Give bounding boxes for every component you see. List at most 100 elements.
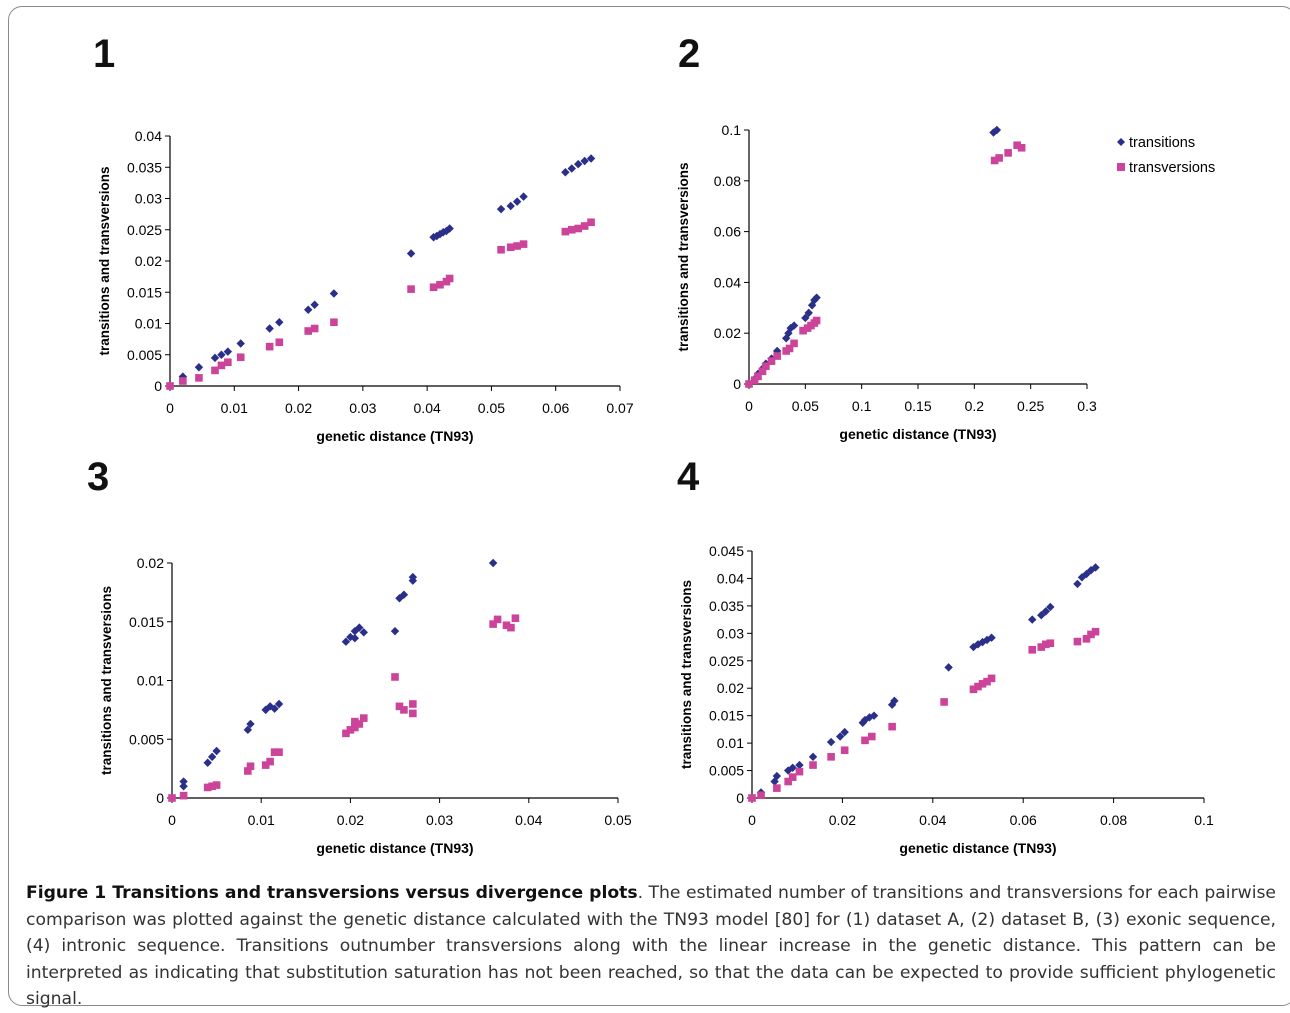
data-point-transversions bbox=[351, 717, 359, 726]
data-point-transversions bbox=[978, 680, 987, 688]
data-point-transversions bbox=[212, 781, 221, 789]
x-tick-label: 0.01 bbox=[221, 400, 248, 416]
data-point-transitions bbox=[1073, 579, 1082, 589]
chart-2: 0 0.02 0.04 0.06 0.08 0.1 0 0.05 0.1 0.15 0.2 0.25 0… bbox=[676, 122, 1215, 442]
data-point-transitions bbox=[561, 168, 570, 177]
data-point-transitions bbox=[512, 197, 522, 206]
data-point-transversions bbox=[436, 280, 444, 289]
data-point-transitions bbox=[178, 372, 188, 381]
data-point-transversions bbox=[429, 283, 438, 292]
data-point-transversions bbox=[867, 732, 876, 741]
legend-label-transitions: transitions bbox=[1129, 135, 1195, 151]
data-point-transversions bbox=[346, 726, 355, 734]
data-point-transitions bbox=[274, 699, 284, 709]
data-point-transversions bbox=[799, 326, 807, 335]
data-point-transversions bbox=[940, 698, 948, 706]
x-tick-label: 0.02 bbox=[285, 400, 312, 416]
data-point-transitions bbox=[179, 782, 188, 791]
data-point-transitions bbox=[580, 156, 589, 166]
data-point-transitions bbox=[406, 249, 416, 258]
data-point-transitions bbox=[1046, 602, 1055, 612]
data-point-transversions bbox=[861, 736, 869, 745]
data-point-transitions bbox=[445, 224, 454, 233]
data-point-transversions bbox=[809, 761, 817, 769]
data-point-transversions bbox=[587, 218, 595, 227]
data-point-transversions bbox=[754, 372, 762, 381]
data-point-transversions bbox=[1004, 149, 1012, 157]
data-point-transitions bbox=[804, 308, 813, 318]
figure-caption: Figure 1 Transitions and transversions v… bbox=[26, 880, 1276, 1013]
x-tick-label: 0.04 bbox=[919, 812, 946, 828]
data-point-transitions bbox=[869, 711, 879, 720]
data-point-transversions bbox=[995, 154, 1003, 162]
data-point-transversions bbox=[567, 225, 576, 234]
panel-number-2: 2 bbox=[678, 32, 701, 76]
y-tick-label: 0.015 bbox=[127, 284, 162, 300]
x-tick-label: 0.02 bbox=[337, 812, 364, 828]
x-axis-label: genetic distance (TN93) bbox=[316, 840, 473, 856]
y-tick-label: 0.02 bbox=[137, 555, 164, 571]
data-point-transitions bbox=[203, 758, 212, 767]
data-point-transversions bbox=[304, 327, 313, 335]
legend-marker-transitions bbox=[1117, 138, 1125, 146]
y-tick-label: 0.035 bbox=[709, 598, 744, 614]
caption-title: Figure 1 Transitions and transversions v… bbox=[26, 883, 638, 903]
x-tick-label: 0 bbox=[745, 398, 753, 414]
y-tick-label: 0.1 bbox=[722, 122, 742, 138]
data-point-transversions bbox=[1017, 143, 1026, 152]
legend-marker-transversions bbox=[1117, 163, 1125, 171]
data-point-transitions bbox=[207, 752, 217, 762]
data-point-transitions bbox=[944, 663, 953, 672]
x-tick-label: 0.06 bbox=[1010, 812, 1037, 828]
data-point-transversions bbox=[1087, 630, 1095, 639]
data-point-transversions bbox=[407, 285, 415, 293]
data-point-transversions bbox=[203, 783, 212, 792]
data-point-transversions bbox=[757, 791, 765, 800]
data-point-transitions bbox=[1086, 566, 1096, 575]
y-tick-label: 0.04 bbox=[135, 128, 162, 144]
chart-3: 0 0.005 0.01 0.015 0.02 0 0.01 0.02 0.03 0.04 0.05… bbox=[99, 555, 632, 856]
data-point-transversions bbox=[1028, 646, 1037, 654]
x-tick-label: 0.1 bbox=[1194, 812, 1214, 828]
data-point-transversions bbox=[969, 685, 978, 694]
data-point-transitions bbox=[442, 226, 451, 236]
data-point-transversions bbox=[561, 227, 570, 236]
data-point-transitions bbox=[432, 231, 441, 241]
data-point-transitions bbox=[236, 339, 245, 348]
y-tick-label: 0.025 bbox=[709, 653, 744, 669]
data-point-transversions bbox=[179, 377, 187, 385]
data-point-transversions bbox=[359, 714, 368, 722]
data-point-transversions bbox=[785, 344, 794, 353]
data-point-transitions bbox=[1041, 607, 1050, 616]
x-axis-label: genetic distance (TN93) bbox=[899, 840, 1056, 856]
data-point-transversions bbox=[840, 746, 849, 755]
data-point-transversions bbox=[489, 620, 497, 628]
y-axis-label: transitions and transversions bbox=[676, 162, 691, 351]
data-point-transversions bbox=[795, 767, 804, 776]
data-point-transversions bbox=[827, 753, 835, 761]
panel-number-4: 4 bbox=[677, 455, 700, 499]
y-axis-label: transitions and transversions bbox=[97, 166, 112, 355]
y-tick-label: 0.03 bbox=[135, 191, 162, 207]
data-point-transitions bbox=[179, 777, 188, 786]
data-point-transversions bbox=[1082, 635, 1091, 643]
data-point-transitions bbox=[243, 725, 253, 735]
y-tick-label: 0.005 bbox=[127, 347, 162, 363]
y-tick-label: 0.005 bbox=[129, 731, 164, 747]
x-tick-label: 0 bbox=[748, 812, 756, 828]
data-point-transitions bbox=[390, 626, 400, 636]
data-point-transversions bbox=[217, 361, 226, 370]
data-point-transitions bbox=[329, 289, 339, 298]
data-point-transitions bbox=[350, 626, 360, 636]
data-point-transitions bbox=[992, 125, 1002, 135]
data-point-transversions bbox=[409, 700, 417, 708]
y-tick-label: 0 bbox=[156, 790, 164, 806]
data-point-transversions bbox=[261, 761, 270, 769]
y-tick-label: 0.02 bbox=[135, 253, 162, 269]
data-point-transversions bbox=[1037, 643, 1046, 651]
data-point-transitions bbox=[574, 159, 583, 169]
data-point-transversions bbox=[784, 777, 792, 786]
data-point-transversions bbox=[519, 240, 528, 248]
data-point-transitions bbox=[496, 204, 506, 214]
data-point-transitions bbox=[808, 752, 818, 762]
